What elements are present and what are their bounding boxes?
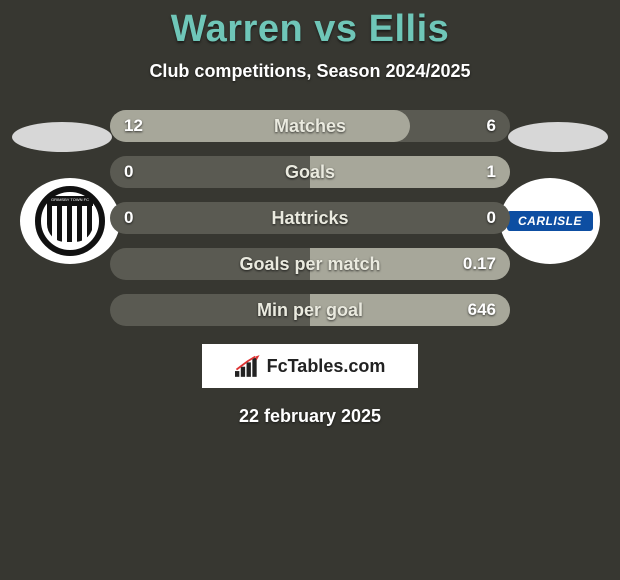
- page-subtitle: Club competitions, Season 2024/2025: [0, 61, 620, 82]
- stat-label: Hattricks: [110, 202, 510, 234]
- branding-box[interactable]: FcTables.com: [202, 344, 418, 388]
- stat-label: Matches: [110, 110, 510, 142]
- stats-comparison: 126Matches 01Goals 00Hattricks 0.17Goals pe…: [0, 110, 620, 326]
- stat-label: Goals: [110, 156, 510, 188]
- stat-row: 00Hattricks: [110, 202, 510, 234]
- branding-text: FcTables.com: [267, 356, 386, 377]
- snapshot-date: 22 february 2025: [0, 406, 620, 427]
- stat-label: Min per goal: [110, 294, 510, 326]
- stat-label: Goals per match: [110, 248, 510, 280]
- stat-row: 01Goals: [110, 156, 510, 188]
- stat-row: 126Matches: [110, 110, 510, 142]
- fctables-logo-icon: [235, 355, 261, 377]
- stat-row: 0.17Goals per match: [110, 248, 510, 280]
- stat-row: 646Min per goal: [110, 294, 510, 326]
- page-title: Warren vs Ellis: [0, 0, 620, 51]
